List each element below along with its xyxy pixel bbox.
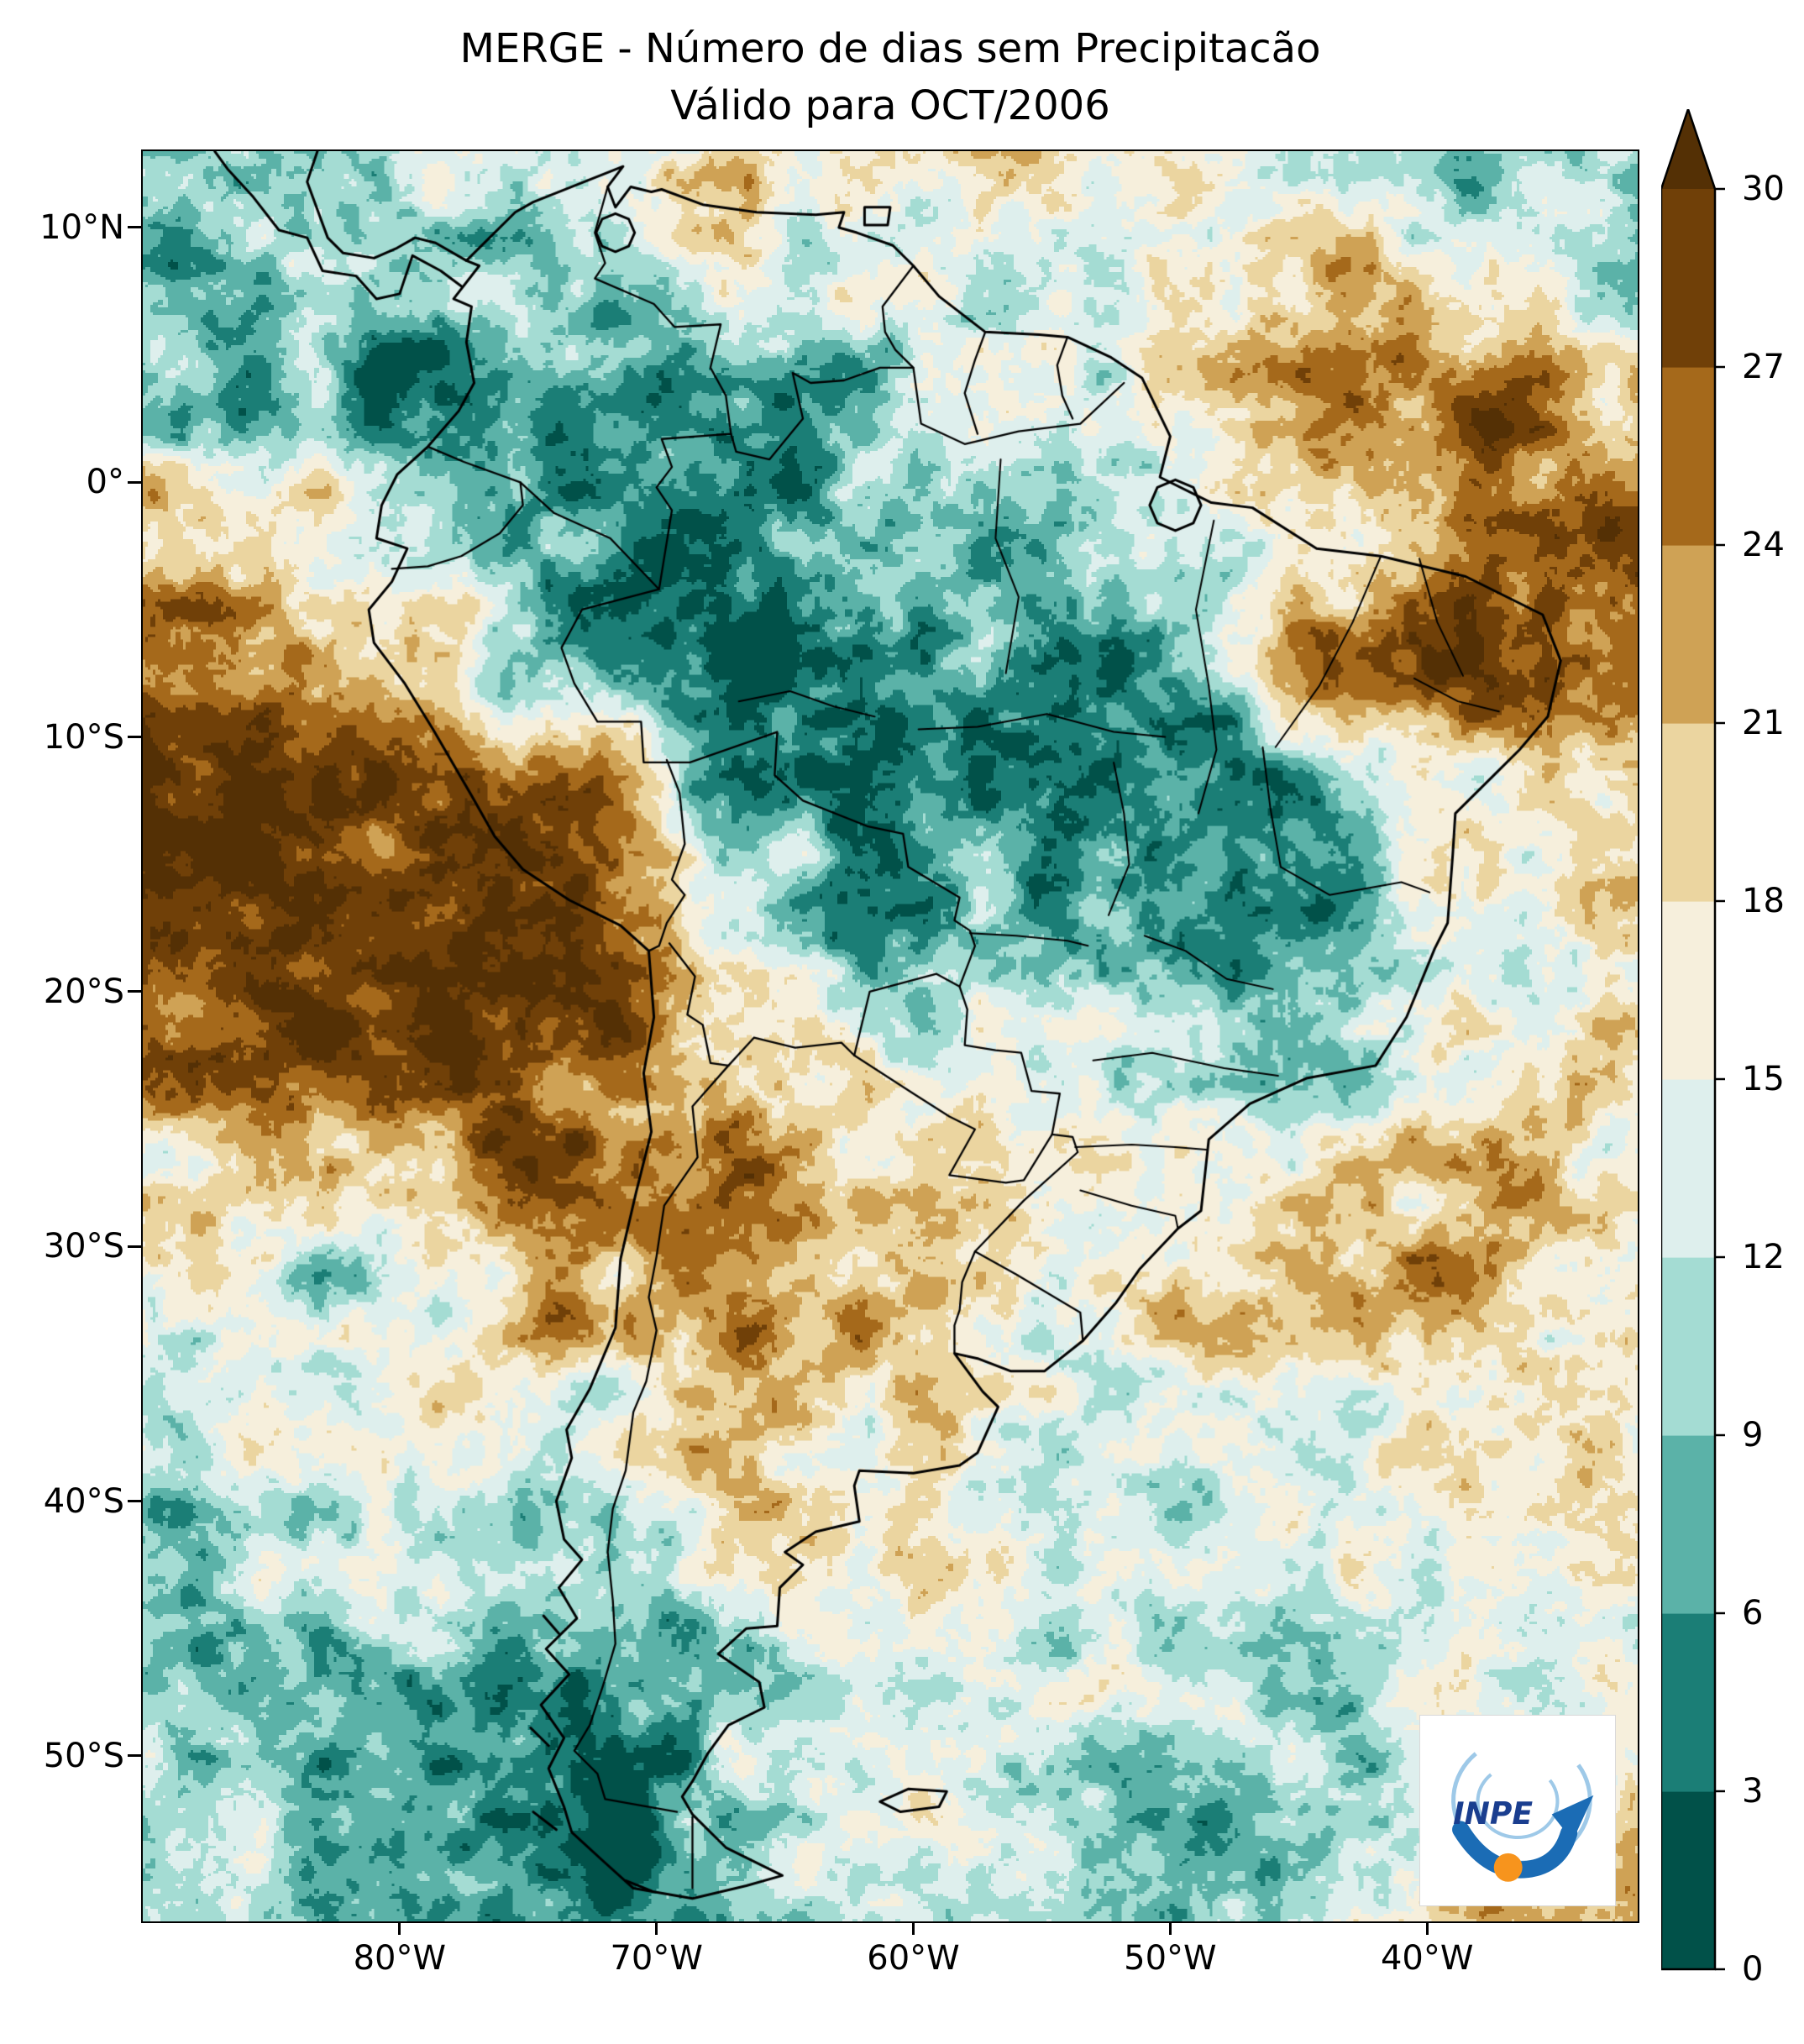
- coastline-borders-canvas: [143, 151, 1638, 1921]
- y-tick-label: 0°: [86, 463, 124, 502]
- y-tick-mark: [128, 226, 141, 229]
- colorbar-tick-label: 27: [1742, 348, 1785, 386]
- map-panel: INPE: [141, 149, 1639, 1923]
- logo-orange-dot: [1493, 1853, 1523, 1882]
- title-line2: Válido para OCT/2006: [670, 82, 1110, 130]
- inpe-logo: INPE: [1419, 1715, 1616, 1906]
- y-tick-label: 10°S: [43, 717, 124, 757]
- x-tick-label: 60°W: [867, 1939, 960, 1978]
- logo-swirl-inner-icon: [1476, 1773, 1560, 1839]
- colorbar-tick-label: 9: [1742, 1416, 1764, 1454]
- y-tick-mark: [128, 1500, 141, 1503]
- colorbar-tick-label: 15: [1742, 1060, 1785, 1098]
- logo-text: INPE: [1453, 1795, 1533, 1832]
- x-tick-label: 40°W: [1380, 1939, 1474, 1978]
- x-tick-mark: [1168, 1923, 1172, 1935]
- chart-title: MERGE - Número de dias sem Precipitacão …: [0, 20, 1780, 134]
- x-tick-label: 70°W: [610, 1939, 703, 1978]
- logo-arrow-icon: [1452, 1821, 1578, 1879]
- x-tick-label: 50°W: [1124, 1939, 1217, 1978]
- colorbar-tick-label: 12: [1742, 1238, 1785, 1276]
- colorbar-tick-label: 18: [1742, 882, 1785, 920]
- colorbar-tick-label: 30: [1742, 170, 1785, 208]
- colorbar-tick-label: 24: [1742, 526, 1785, 564]
- colorbar: 0 3 6 9 12 15 18 21 24 27 30: [1660, 106, 1804, 2032]
- y-tick-label: 50°S: [43, 1736, 124, 1775]
- x-tick-mark: [1425, 1923, 1429, 1935]
- colorbar-tick-label: 3: [1742, 1772, 1764, 1811]
- logo-arrowhead-icon: [1551, 1795, 1594, 1842]
- x-tick-mark: [398, 1923, 401, 1935]
- y-tick-mark: [128, 1754, 141, 1758]
- colorbar-tick-label: 21: [1742, 704, 1785, 742]
- inpe-logo-graphic: INPE: [1451, 1752, 1594, 1882]
- x-tick-mark: [655, 1923, 658, 1935]
- x-tick-mark: [912, 1923, 915, 1935]
- y-tick-mark: [128, 480, 141, 484]
- y-tick-label: 10°N: [39, 207, 124, 247]
- y-tick-mark: [128, 990, 141, 993]
- x-tick-label: 80°W: [353, 1939, 447, 1978]
- y-tick-label: 20°S: [43, 972, 124, 1011]
- colorbar-graphic: [1660, 106, 1725, 1971]
- y-tick-mark: [128, 1245, 141, 1248]
- y-tick-mark: [128, 736, 141, 739]
- title-line1: MERGE - Número de dias sem Precipitacão: [459, 25, 1321, 72]
- colorbar-tick-label: 6: [1742, 1594, 1764, 1633]
- colorbar-tick-label: 0: [1742, 1950, 1764, 1989]
- y-tick-label: 40°S: [43, 1481, 124, 1521]
- y-tick-label: 30°S: [43, 1227, 124, 1266]
